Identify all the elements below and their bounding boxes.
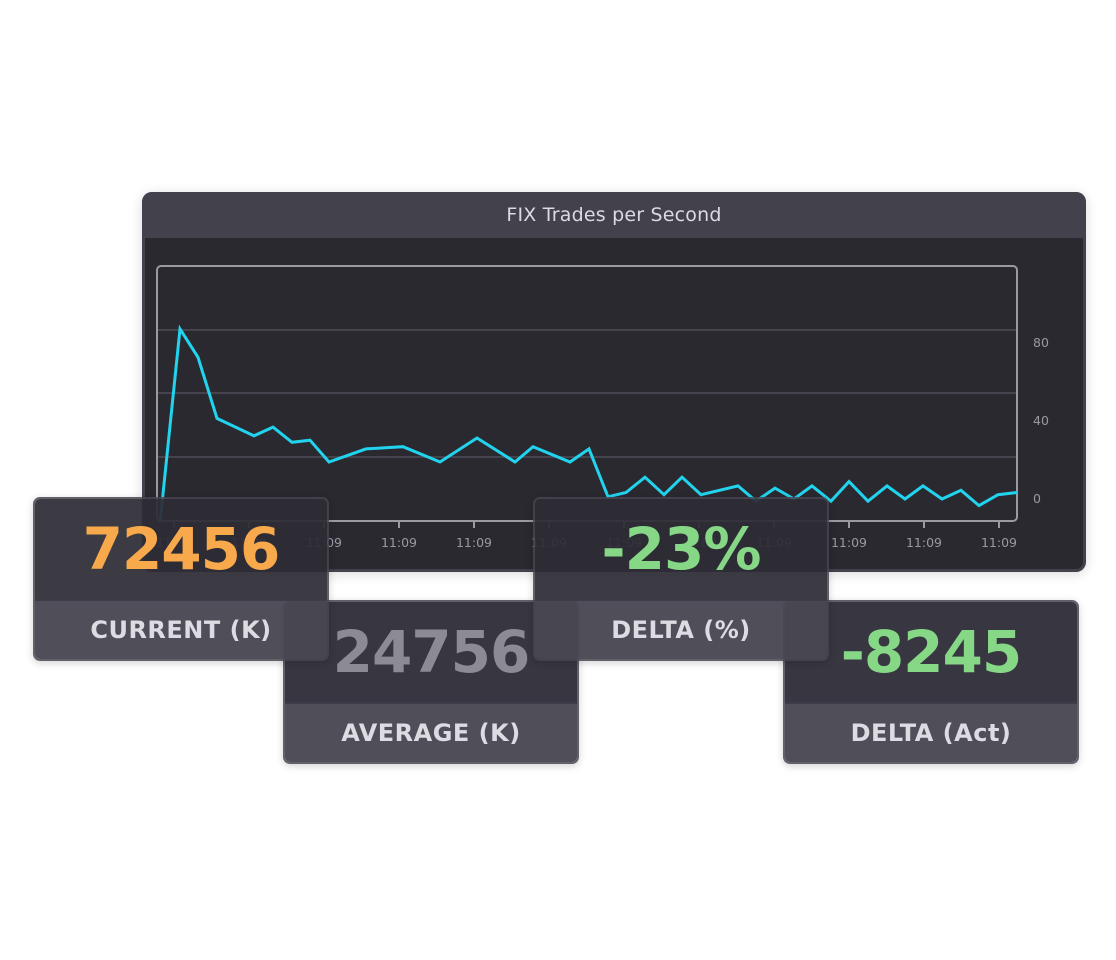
delta-percent-label: DELTA (%) [535, 599, 827, 659]
delta-actual-label: DELTA (Act) [785, 702, 1077, 762]
current-label: CURRENT (K) [35, 599, 327, 659]
x-tick-label: 11:09 [456, 535, 492, 550]
stat-card-delta-actual: -8245 DELTA (Act) [783, 600, 1079, 764]
delta-actual-value: -8245 [785, 602, 1077, 702]
x-tick-label: 11:09 [906, 535, 942, 550]
delta-percent-value: -23% [535, 499, 827, 599]
current-value: 72456 [35, 499, 327, 599]
stat-card-average: 24756 AVERAGE (K) [283, 600, 579, 764]
x-tick-label: 11:09 [981, 535, 1017, 550]
x-tick-label: 11:09 [831, 535, 867, 550]
y-tick-label: 40 [1033, 413, 1049, 428]
y-tick-label: 80 [1033, 335, 1049, 350]
chart-title: FIX Trades per Second [142, 192, 1086, 238]
trades-line [158, 324, 1018, 524]
average-label: AVERAGE (K) [285, 702, 577, 762]
y-tick-label: 0 [1033, 491, 1041, 506]
stat-card-delta-percent: -23% DELTA (%) [533, 497, 829, 661]
x-tick-label: 11:09 [381, 535, 417, 550]
stat-card-current: 72456 CURRENT (K) [33, 497, 329, 661]
average-value: 24756 [285, 602, 577, 702]
